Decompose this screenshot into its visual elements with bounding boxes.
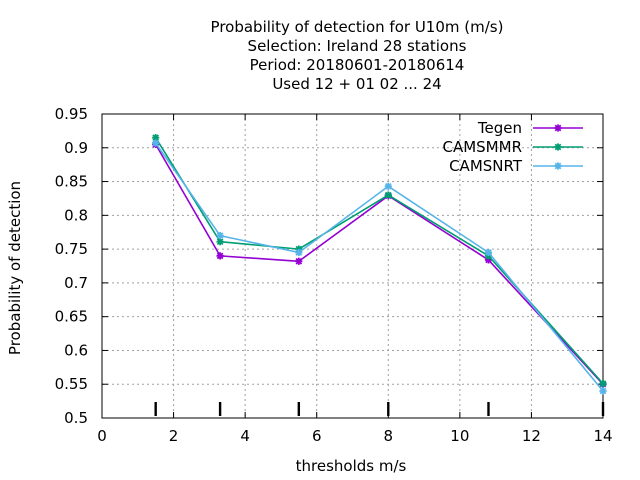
- x-tick-label: 0: [97, 427, 107, 445]
- point-stroke: [599, 387, 607, 395]
- data-point: [384, 191, 392, 199]
- y-tick-label: 0.5: [64, 409, 88, 427]
- point-stroke: [485, 249, 492, 256]
- legend-marker: [554, 162, 562, 170]
- x-tick-label: 6: [312, 427, 322, 445]
- x-tick-label: 2: [169, 427, 179, 445]
- point-stroke: [554, 162, 562, 170]
- data-point: [216, 232, 224, 240]
- point-stroke: [216, 238, 224, 246]
- series-line: [154, 137, 604, 385]
- y-tick-label: 0.65: [55, 308, 88, 326]
- point-stroke: [554, 124, 562, 132]
- series-camsnrt: [152, 139, 607, 395]
- x-tick-label: 12: [522, 427, 541, 445]
- y-tick-label: 0.95: [55, 105, 88, 123]
- series-line: [154, 143, 604, 385]
- legend-label: CAMSMMR: [442, 138, 522, 156]
- x-tick-label: 4: [240, 427, 250, 445]
- legend-entry-camsnrt: CAMSNRT: [449, 157, 583, 175]
- data-point: [599, 387, 607, 395]
- y-axis: 0.5 0.55 0.6 0.65 0.7 0.75 0.8 0.85 0.9 0.95: [55, 105, 603, 427]
- plot-frame: [101, 113, 604, 419]
- data-point: [599, 379, 607, 388]
- data-point: [216, 252, 224, 260]
- y-tick-label: 0.8: [64, 206, 88, 224]
- legend-label: Tegen: [477, 119, 522, 137]
- data-point: [384, 182, 392, 190]
- title-line-3: Period: 20180601-20180614: [250, 56, 465, 74]
- data-point: [295, 248, 303, 257]
- data-point: [295, 257, 303, 265]
- point-stroke: [384, 182, 392, 190]
- y-tick-label: 0.6: [64, 341, 88, 359]
- data-point: [152, 139, 160, 147]
- point-stroke: [216, 252, 224, 260]
- x-tick-label: 10: [450, 427, 469, 445]
- x-tick-label: 8: [384, 427, 394, 445]
- x-axis: 0 2 4 6 8 10 12 14: [97, 114, 613, 445]
- data-point: [216, 238, 224, 246]
- point-stroke: [554, 143, 562, 151]
- legend-entry-camsmmr: CAMSMMR: [442, 138, 583, 156]
- point-stroke: [295, 257, 303, 265]
- series: [152, 134, 607, 395]
- y-axis-label: Probability of detection: [6, 181, 24, 355]
- y-tick-label: 0.7: [64, 274, 88, 292]
- point-stroke: [599, 380, 607, 387]
- point-stroke: [295, 249, 303, 256]
- series-line: [155, 142, 604, 392]
- series-camsmmr: [152, 134, 607, 388]
- threshold-markers: [154, 402, 605, 416]
- x-axis-label: thresholds m/s: [296, 457, 407, 475]
- legend-entry-tegen: Tegen: [477, 119, 583, 137]
- title-line-2: Selection: Ireland 28 stations: [248, 37, 467, 55]
- y-tick-label: 0.55: [55, 375, 88, 393]
- grid: [102, 114, 603, 418]
- legend-label: CAMSNRT: [449, 157, 523, 175]
- title-line-1: Probability of detection for U10m (m/s): [211, 18, 504, 36]
- chart-title: Probability of detection for U10m (m/s)S…: [211, 18, 504, 93]
- data-point: [484, 248, 493, 257]
- point-stroke: [216, 232, 224, 239]
- legend-marker: [554, 124, 562, 132]
- point-stroke: [384, 191, 392, 199]
- point-stroke: [152, 139, 160, 147]
- x-tick-label: 14: [593, 427, 612, 445]
- point-stroke: [152, 134, 160, 141]
- y-tick-label: 0.9: [64, 139, 88, 157]
- y-tick-label: 0.75: [55, 240, 88, 258]
- y-tick-label: 0.85: [55, 173, 88, 191]
- title-line-4: Used 12 + 01 02 ... 24: [272, 75, 441, 93]
- legend-marker: [554, 143, 562, 151]
